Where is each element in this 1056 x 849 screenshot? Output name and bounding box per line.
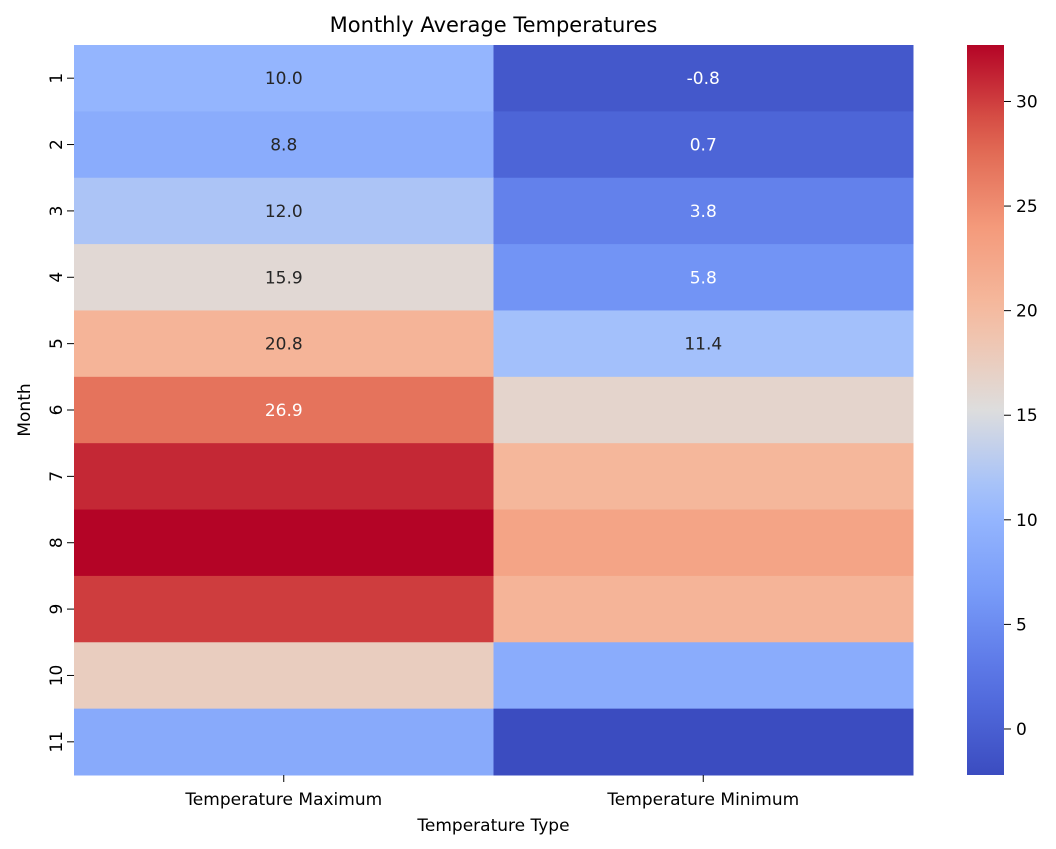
heatmap-cell (74, 45, 494, 112)
heatmap-cell (74, 443, 494, 511)
heatmap-cell (74, 509, 494, 577)
colorbar-tick-label: 20 (1016, 302, 1038, 322)
colorbar-ticks: 0 5 10 15 20 25 30 (1004, 92, 1038, 740)
heatmap-cell (493, 244, 914, 311)
colorbar (967, 45, 1004, 775)
heatmap-cells (74, 45, 914, 776)
heatmap-cell (74, 376, 494, 444)
cell-value-label: 0.7 (690, 136, 717, 156)
heatmap-cell (74, 708, 494, 776)
heatmap-cell-labels: 10.0 -0.8 8.8 0.7 12.0 3.8 15.9 5.8 20.8 11.4 26.9 (265, 69, 722, 421)
heatmap-cell (74, 310, 494, 378)
colorbar-tick-label: 25 (1016, 197, 1038, 217)
y-axis: 1 2 3 4 5 6 7 8 9 10 11 (47, 73, 74, 753)
heatmap-cell (493, 443, 914, 511)
heatmap-cell (493, 177, 914, 245)
heatmap-cell (74, 642, 494, 710)
cell-value-label: -0.8 (687, 69, 720, 89)
y-tick-label: 3 (47, 205, 67, 216)
cell-value-label: 26.9 (265, 401, 303, 421)
heatmap-cell (74, 244, 494, 311)
heatmap-cell (493, 376, 914, 444)
y-tick-label: 2 (47, 139, 67, 150)
colorbar-tick-label: 10 (1016, 511, 1038, 531)
x-axis: Temperature Maximum Temperature Minimum (184, 775, 799, 810)
y-tick-label: 7 (47, 471, 67, 482)
y-tick-label: 1 (47, 73, 67, 84)
heatmap-cell (493, 310, 914, 378)
y-tick-label: 4 (47, 272, 67, 283)
y-tick-label: 6 (47, 405, 67, 416)
heatmap-cell (74, 575, 494, 643)
y-tick-label: 5 (47, 338, 67, 349)
heatmap-cell (74, 111, 494, 179)
y-axis-label: Month (15, 383, 35, 436)
x-axis-label: Temperature Type (416, 816, 569, 836)
colorbar-tick-label: 15 (1016, 406, 1038, 426)
heatmap-cell (493, 111, 914, 179)
cell-value-label: 5.8 (690, 268, 717, 288)
y-tick-label: 8 (47, 537, 67, 548)
cell-value-label: 8.8 (270, 136, 297, 156)
cell-value-label: 12.0 (265, 202, 303, 222)
cell-value-label: 15.9 (265, 268, 303, 288)
colorbar-tick-label: 5 (1016, 615, 1027, 635)
cell-value-label: 10.0 (265, 69, 303, 89)
heatmap-cell (493, 642, 914, 710)
cell-value-label: 20.8 (265, 335, 303, 355)
y-tick-label: 10 (47, 665, 67, 687)
colorbar-tick-label: 30 (1016, 92, 1038, 112)
cell-value-label: 11.4 (684, 335, 722, 355)
heatmap-cell (493, 708, 914, 776)
chart-title: Monthly Average Temperatures (330, 13, 658, 37)
heatmap-cell (493, 509, 914, 577)
y-tick-label: 9 (47, 604, 67, 615)
heatmap-cell (493, 575, 914, 643)
heatmap-cell (493, 45, 914, 112)
x-tick-label: Temperature Maximum (184, 790, 382, 810)
colorbar-tick-label: 0 (1016, 720, 1027, 740)
x-tick-label: Temperature Minimum (606, 790, 799, 810)
heatmap-cell (74, 177, 494, 245)
cell-value-label: 3.8 (690, 202, 717, 222)
y-tick-label: 11 (47, 731, 67, 753)
